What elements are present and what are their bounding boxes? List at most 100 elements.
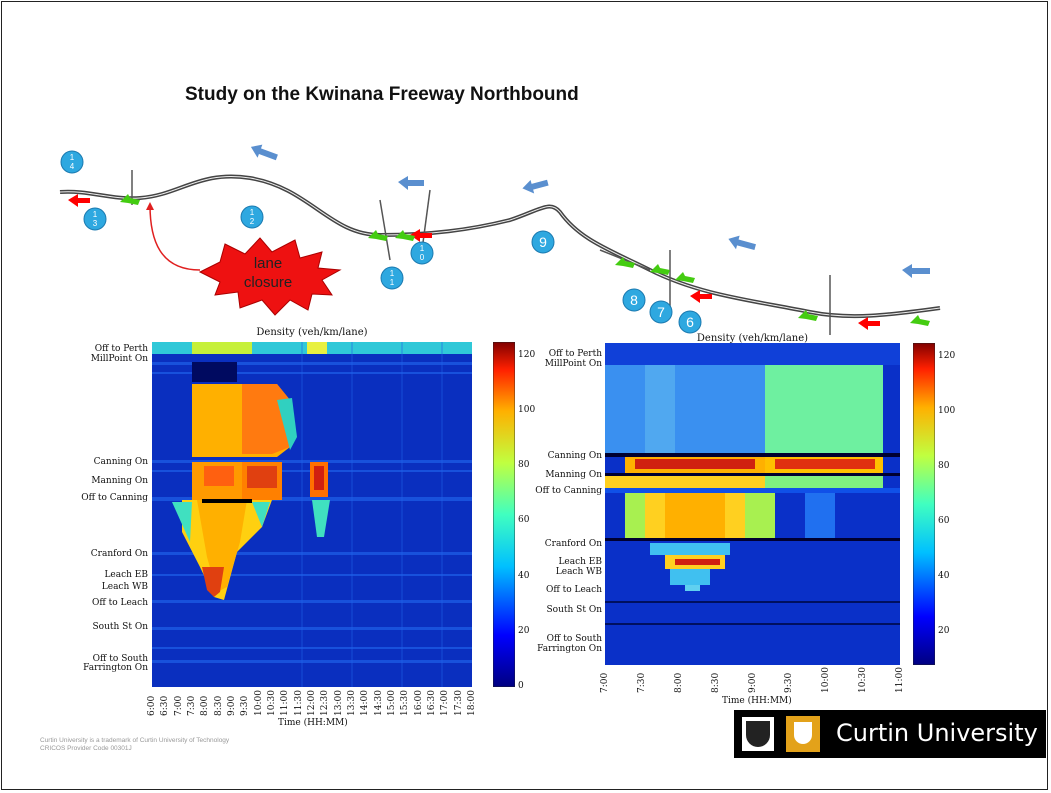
left-y-label: Off to Leach bbox=[91, 598, 148, 608]
left-xlabel: Time (HH:MM) bbox=[278, 718, 348, 728]
map-marker bbox=[622, 288, 646, 312]
right-y-label: South St On bbox=[546, 605, 602, 615]
map-marker-label: 1 bbox=[390, 278, 395, 287]
map-marker bbox=[60, 150, 84, 174]
left-y-label: South St On bbox=[92, 622, 148, 632]
map-marker-label: 8 bbox=[630, 292, 638, 308]
slide-title: Study on the Kwinana Freeway Northbound bbox=[185, 84, 579, 105]
left-y-label: Cranford On bbox=[90, 549, 148, 559]
left-x-tick: 17:30 bbox=[453, 690, 464, 716]
map-marker-label: 1 bbox=[93, 210, 98, 219]
left-x-tick: 11:00 bbox=[280, 690, 291, 716]
right-colorbar-tick: 80 bbox=[938, 460, 950, 471]
map-marker bbox=[678, 310, 702, 334]
map-marker bbox=[83, 207, 107, 231]
lane-closure-line1: lane bbox=[254, 255, 282, 272]
left-x-tick: 13:30 bbox=[347, 690, 357, 716]
crest-icon bbox=[742, 717, 774, 751]
left-x-tick: 16:30 bbox=[427, 690, 437, 716]
left-x-tick: 9:00 bbox=[227, 695, 237, 716]
curtin-logo: Curtin University bbox=[734, 710, 1046, 758]
lane-closure-line2: closure bbox=[244, 274, 292, 291]
left-y-label: Manning On bbox=[91, 476, 148, 486]
map-marker bbox=[410, 241, 434, 265]
map-marker-label: 1 bbox=[250, 208, 255, 217]
left-y-label: Farrington On bbox=[83, 663, 148, 673]
left-chart-title: Density (veh/km/lane) bbox=[256, 327, 368, 338]
footer-cricos: CRICOS Provider Code 00301J bbox=[40, 745, 132, 752]
right-colorbar-tick: 100 bbox=[938, 405, 956, 416]
map-marker-label: 9 bbox=[539, 234, 547, 250]
left-colorbar-tick: 80 bbox=[518, 460, 530, 471]
left-x-tick: 16:00 bbox=[413, 690, 424, 716]
right-x-tick: 9:30 bbox=[784, 672, 795, 693]
left-x-tick: 14:30 bbox=[373, 690, 384, 716]
left-x-tick: 15:00 bbox=[387, 690, 397, 716]
right-y-label: Farrington On bbox=[537, 644, 602, 654]
left-x-tick: 6:30 bbox=[160, 695, 171, 716]
right-colorbar-tick: 120 bbox=[938, 350, 956, 361]
right-x-tick: 10:00 bbox=[821, 667, 832, 693]
left-colorbar bbox=[493, 342, 515, 687]
right-xlabel: Time (HH:MM) bbox=[722, 696, 792, 706]
freeway-road bbox=[59, 174, 941, 319]
map-marker-label: 7 bbox=[657, 304, 665, 320]
map-marker-label: 0 bbox=[420, 253, 425, 262]
right-y-label: Leach EB bbox=[558, 557, 602, 567]
left-x-tick: 14:00 bbox=[360, 690, 371, 716]
left-x-tick: 17:00 bbox=[440, 690, 451, 716]
footer-trademark: Curtin University is a trademark of Curt… bbox=[40, 737, 230, 744]
left-x-tick: 18:00 bbox=[467, 690, 477, 716]
right-y-label: Canning On bbox=[547, 451, 602, 461]
map-marker bbox=[649, 300, 673, 324]
left-x-tick: 7:00 bbox=[173, 695, 184, 716]
right-y-label: Manning On bbox=[545, 470, 602, 480]
right-x-tick: 7:00 bbox=[600, 672, 610, 693]
right-x-tick: 8:30 bbox=[710, 672, 721, 693]
left-colorbar-tick: 100 bbox=[518, 405, 536, 415]
right-colorbar bbox=[913, 343, 935, 665]
map-marker-label: 3 bbox=[93, 219, 98, 228]
left-colorbar-tick: 0 bbox=[518, 681, 524, 691]
left-x-tick: 11:30 bbox=[293, 690, 304, 716]
left-x-tick: 6:00 bbox=[147, 695, 157, 716]
lane-closure-callout bbox=[198, 237, 342, 316]
left-heatmap bbox=[152, 342, 472, 687]
map-marker-label: 1 bbox=[390, 269, 395, 278]
university-name: Curtin University bbox=[836, 719, 1038, 747]
map-marker-label: 2 bbox=[250, 217, 255, 226]
left-x-tick: 13:00 bbox=[333, 690, 344, 716]
left-x-tick: 9:30 bbox=[240, 695, 251, 716]
right-chart-title: Density (veh/km/lane) bbox=[696, 333, 809, 344]
left-x-tick: 12:00 bbox=[307, 690, 317, 716]
map-marker-label: 4 bbox=[70, 162, 75, 171]
right-y-label: Off to Leach bbox=[545, 585, 602, 595]
right-x-tick: 7:30 bbox=[636, 672, 647, 693]
right-x-tick: 11:00 bbox=[895, 667, 905, 693]
left-x-tick: 12:30 bbox=[320, 690, 331, 716]
left-x-tick: 8:00 bbox=[200, 695, 211, 716]
right-y-label: Leach WB bbox=[555, 567, 602, 577]
left-y-label: Off to Canning bbox=[81, 493, 148, 503]
right-y-label: Cranford On bbox=[544, 539, 602, 549]
left-y-label: Off to South bbox=[92, 654, 148, 664]
right-colorbar-tick: 20 bbox=[938, 625, 950, 636]
left-x-tick: 10:00 bbox=[253, 690, 264, 716]
right-x-tick: 9:00 bbox=[747, 672, 758, 693]
left-colorbar-tick: 120 bbox=[518, 349, 536, 360]
right-y-label: MillPoint On bbox=[544, 359, 602, 369]
map-marker bbox=[380, 266, 404, 290]
right-y-label: Off to Perth bbox=[548, 349, 602, 359]
left-x-tick: 7:30 bbox=[187, 695, 197, 716]
left-y-label: Off to Perth bbox=[94, 344, 148, 354]
left-y-label: Canning On bbox=[93, 457, 148, 467]
map-marker-label: 6 bbox=[686, 314, 694, 330]
right-x-tick: 10:30 bbox=[858, 667, 869, 693]
left-y-label: MillPoint On bbox=[90, 354, 148, 364]
left-y-label: Leach EB bbox=[104, 570, 148, 580]
right-colorbar-tick: 40 bbox=[938, 570, 950, 581]
map-marker bbox=[240, 205, 264, 229]
